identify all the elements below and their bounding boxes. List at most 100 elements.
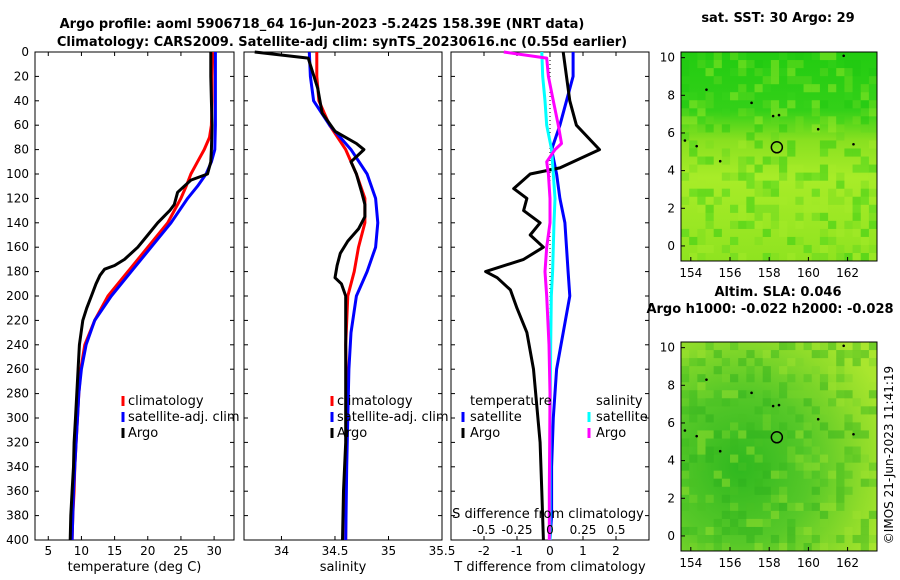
map-cell: [803, 390, 812, 399]
map-x-tick-label: 162: [836, 556, 859, 570]
map-cell: [721, 244, 731, 254]
map-cell: [730, 446, 739, 455]
map-cell: [721, 148, 731, 157]
map-cell: [795, 390, 804, 399]
map-cell: [705, 212, 714, 221]
map-cell: [730, 454, 739, 463]
map-cell: [852, 430, 861, 439]
map-cell: [689, 253, 698, 262]
map-cell: [795, 124, 804, 133]
map-cell: [828, 366, 837, 375]
map-cell: [819, 68, 829, 77]
map-cell: [836, 228, 845, 237]
map-cell: [852, 454, 861, 463]
map-cell: [730, 422, 739, 431]
map-cell: [787, 406, 796, 415]
map-cell: [779, 196, 788, 205]
map-cell: [811, 462, 820, 471]
map-cell: [762, 414, 771, 423]
legend-label-satellite: satellite-adj. clim: [337, 410, 449, 425]
map-cell: [681, 358, 690, 367]
map-cell: [697, 406, 706, 415]
map-cell: [754, 518, 763, 527]
map-cell: [844, 253, 853, 262]
map-cell: [738, 358, 747, 367]
map-cell: [868, 390, 878, 399]
map-cell: [697, 244, 706, 254]
map-cell: [828, 382, 837, 391]
sst-map: 154 156 158 160 162 0 2 4 6 8 10: [660, 51, 878, 280]
map-cell: [852, 398, 861, 407]
map-cell: [860, 108, 869, 117]
map-cell: [681, 100, 690, 109]
map-cell: [738, 478, 747, 487]
map-cell: [787, 342, 796, 351]
map-cell: [828, 470, 837, 479]
map-cell: [738, 68, 747, 77]
map-cell: [697, 188, 706, 197]
map-cell: [836, 430, 845, 439]
map-cell: [819, 116, 829, 125]
map-cell: [689, 494, 698, 503]
legend-label-climatology: climatology: [128, 394, 204, 409]
island-dot: [683, 139, 687, 142]
map-cell: [762, 502, 771, 511]
map-cell: [819, 510, 829, 519]
map-cell: [819, 228, 829, 237]
map-cell: [795, 180, 804, 189]
argo-position-marker: [770, 431, 784, 444]
map-cell: [803, 204, 812, 213]
map-y-tick-label: 6: [667, 416, 675, 430]
map-cell: [811, 84, 820, 93]
map-cell: [770, 220, 780, 229]
map-cell: [860, 164, 869, 173]
map-cell: [705, 398, 714, 407]
map-cell: [746, 92, 755, 101]
map-cell: [738, 220, 747, 229]
map-cell: [738, 164, 747, 173]
map-cell: [746, 60, 755, 69]
map-cell: [787, 100, 796, 109]
map-cell: [697, 124, 706, 133]
map-cell: [705, 188, 714, 197]
map-cell: [762, 76, 771, 85]
map-cell: [779, 430, 788, 439]
legend-label-argo: Argo: [128, 426, 158, 441]
map-cell: [795, 526, 804, 536]
map-cell: [713, 398, 722, 407]
map-cell: [721, 478, 731, 487]
map-cell: [868, 244, 878, 254]
map-cell: [754, 486, 763, 495]
s-difference-ticks: -0.5 -0.25 0 0.25 0.5: [472, 523, 625, 537]
x-tick-label: 35: [381, 544, 396, 558]
map-cell: [770, 470, 780, 479]
map-cell: [860, 478, 869, 487]
map-cell: [770, 60, 780, 69]
map-cell: [746, 430, 755, 439]
map-cell: [770, 116, 780, 125]
map-cell: [746, 156, 755, 165]
map-cell: [705, 414, 714, 423]
map-cell: [697, 446, 706, 455]
map-cell: [836, 172, 845, 181]
map-cell: [730, 236, 739, 246]
map-cell: [852, 60, 861, 69]
map-cell: [868, 462, 878, 471]
map-cell: [819, 518, 829, 527]
map-x-tick-label: 160: [797, 266, 820, 280]
map-cell: [738, 140, 747, 149]
map-cell: [836, 462, 845, 471]
map-cell: [721, 124, 731, 133]
map-cell: [795, 76, 804, 85]
map-cell: [852, 534, 861, 544]
map-cell: [868, 204, 878, 213]
map-cell: [705, 92, 714, 101]
map-cell: [730, 172, 739, 181]
map-cell: [811, 124, 820, 133]
map-cell: [860, 116, 869, 125]
map-cell: [770, 180, 780, 189]
map-cell: [746, 220, 755, 229]
map-cell: [811, 534, 820, 544]
map-cell: [721, 172, 731, 181]
map-cell: [828, 342, 837, 351]
